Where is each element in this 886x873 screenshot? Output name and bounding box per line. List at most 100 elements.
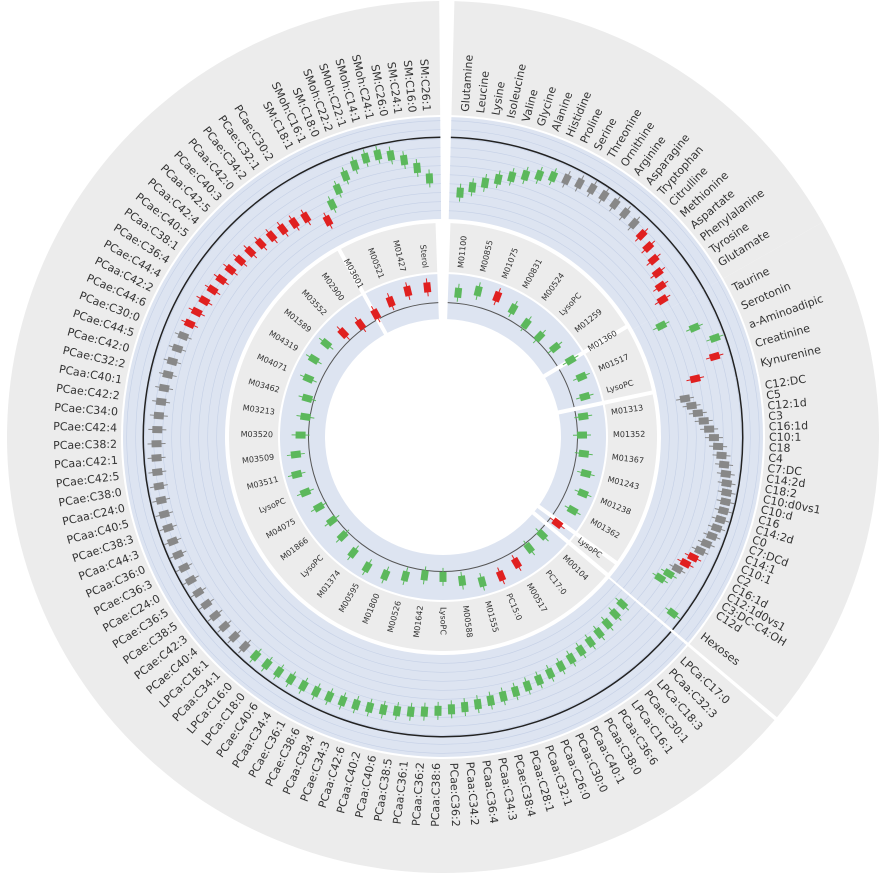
label-sector [451, 1, 823, 279]
inner-box [564, 354, 577, 366]
box [586, 182, 598, 195]
inner-box [580, 468, 592, 479]
inner-box [566, 504, 579, 516]
box [360, 152, 371, 164]
inner-box [312, 501, 325, 513]
metabolite-label: Leucine [474, 70, 492, 114]
box [720, 469, 732, 479]
track-line [623, 571, 636, 589]
metabolite-label: Glutamine [459, 54, 476, 112]
box [688, 322, 701, 333]
box [184, 574, 197, 586]
box [244, 245, 257, 258]
feature-label: LysoPC [439, 607, 448, 635]
track-band [632, 279, 758, 398]
box [288, 216, 300, 230]
box [322, 214, 334, 227]
track-line [643, 587, 659, 606]
inner-box [336, 530, 349, 543]
box [200, 598, 213, 611]
box [709, 333, 721, 344]
box [651, 267, 664, 279]
box [510, 685, 521, 698]
inner-box [548, 341, 562, 354]
inner-box [299, 412, 311, 422]
label-sector [689, 621, 801, 718]
inner-box [575, 371, 588, 383]
box [721, 478, 733, 488]
box [155, 495, 167, 505]
box [473, 698, 482, 710]
separator [535, 503, 619, 566]
box [679, 557, 692, 569]
box [177, 330, 190, 342]
inner-box [520, 317, 532, 330]
box [480, 177, 490, 189]
metabolite-label: SM:C16:0 [401, 60, 419, 114]
box [332, 183, 344, 196]
inner-box [302, 373, 315, 384]
box [378, 704, 388, 716]
box [265, 230, 278, 243]
box [654, 572, 667, 584]
box [616, 598, 629, 611]
box [155, 397, 167, 406]
inner-box [299, 487, 312, 498]
box [151, 467, 163, 477]
inner-box [577, 488, 589, 499]
inner-box [536, 528, 549, 541]
inner-box [400, 570, 411, 582]
metabolite-label: C7:DC [767, 462, 803, 478]
box [598, 189, 610, 202]
label-sector [705, 350, 879, 691]
inner-box [577, 412, 589, 421]
inner-box [380, 569, 391, 581]
box [584, 635, 596, 649]
box [192, 586, 205, 599]
inner-box [507, 302, 519, 316]
box [351, 698, 361, 711]
box [655, 320, 668, 332]
box [533, 674, 545, 686]
box [254, 237, 267, 250]
reference-circle [672, 608, 690, 631]
box [300, 211, 312, 224]
box [151, 454, 162, 462]
inner-box [337, 327, 350, 340]
box [420, 706, 429, 717]
box [162, 370, 174, 380]
inner-box [457, 575, 467, 587]
track-line [657, 597, 673, 618]
box [158, 383, 170, 393]
separator [336, 247, 389, 337]
box [456, 187, 464, 198]
track-band [609, 562, 706, 643]
box [662, 568, 676, 580]
inner-box [495, 569, 507, 582]
metabolite-label: PCae:C38:2 [53, 438, 117, 453]
box [520, 169, 531, 182]
inner-box [420, 569, 429, 581]
track-line [636, 582, 651, 601]
inner-box [403, 285, 413, 297]
reference-circle [686, 377, 744, 612]
separator [541, 324, 630, 379]
inner-box [385, 295, 396, 308]
box [238, 640, 251, 653]
label-sector [723, 222, 872, 379]
metabolite-label: C12:DC [764, 373, 807, 392]
track-line [678, 613, 695, 635]
inner-box [523, 541, 535, 555]
box [547, 170, 559, 183]
feature-label: M03509 [242, 453, 275, 466]
box [399, 154, 409, 166]
box [151, 440, 162, 448]
box [704, 425, 715, 433]
inner-box [290, 469, 303, 480]
box [349, 159, 360, 172]
box [609, 608, 622, 621]
box [714, 514, 727, 525]
box [486, 695, 496, 707]
metabolite-label: PCae:C34:0 [54, 401, 119, 419]
label-sector [221, 1, 441, 160]
